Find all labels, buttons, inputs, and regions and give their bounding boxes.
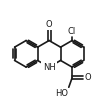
Text: O: O: [46, 20, 52, 29]
Text: O: O: [84, 73, 91, 83]
Text: Cl: Cl: [68, 27, 76, 36]
Text: NH: NH: [43, 63, 55, 72]
Text: HO: HO: [55, 89, 68, 98]
